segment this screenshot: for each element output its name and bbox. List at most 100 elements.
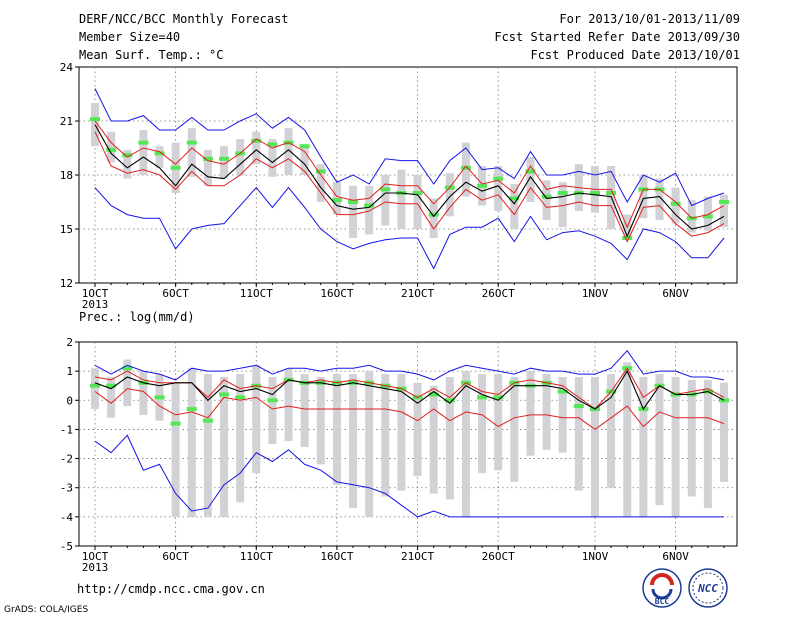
- spread-box: [284, 368, 293, 442]
- member-mark: [219, 392, 230, 397]
- chart-title: DERF/NCC/BCC Monthly Forecast: [79, 12, 289, 26]
- member-mark: [719, 200, 729, 204]
- x-tick-label: 1NOV: [582, 287, 609, 300]
- spread-box: [720, 194, 728, 228]
- min-line: [94, 434, 724, 518]
- member-mark: [331, 198, 342, 203]
- member-mark: [670, 201, 681, 206]
- spread-box: [478, 374, 487, 474]
- spread-box: [639, 175, 648, 219]
- spread-box: [107, 131, 116, 163]
- spread-box: [365, 185, 374, 235]
- median-line: [94, 124, 725, 238]
- y-tick-label: -5: [60, 540, 73, 553]
- member-mark: [702, 214, 713, 219]
- spread-box: [655, 374, 664, 506]
- spread-box: [720, 382, 728, 482]
- member-mark: [460, 165, 471, 170]
- x-tick-label: 2013: [82, 298, 109, 311]
- member-mark: [106, 383, 117, 388]
- x-tick-label: 2013: [82, 561, 109, 574]
- member-mark: [170, 421, 181, 426]
- spread-box: [316, 164, 325, 202]
- spread-box: [155, 146, 164, 168]
- variable-label: Mean Surf. Temp.: °C: [79, 48, 224, 62]
- spread-box: [284, 128, 293, 175]
- member-mark: [477, 395, 488, 400]
- x-tick-label: 6OCT: [162, 550, 189, 563]
- y-tick-label: -1: [60, 423, 73, 436]
- x-tick-label: 11OCT: [240, 550, 273, 563]
- member-mark: [493, 176, 504, 181]
- min-line: [94, 186, 725, 270]
- y-tick-label: -3: [60, 482, 73, 495]
- precip-label: Prec.: log(mm/d): [79, 310, 195, 324]
- x-tick-label: 1NOV: [582, 550, 609, 563]
- member-mark: [186, 407, 197, 412]
- spread-box: [558, 376, 567, 453]
- spread-box: [139, 371, 148, 415]
- spread-box: [187, 368, 196, 517]
- footer-url[interactable]: http://cmdp.ncc.cma.gov.cn: [77, 582, 265, 596]
- spread-box: [316, 376, 325, 465]
- y-tick-label: 1: [66, 365, 73, 378]
- y-tick-label: 0: [66, 394, 73, 407]
- x-tick-label: 6NOV: [662, 550, 689, 563]
- member-mark: [622, 236, 633, 240]
- upper-quantile-line: [94, 120, 725, 229]
- plot-frame: [78, 341, 738, 547]
- x-tick-label: 1OCT: [82, 287, 109, 300]
- spread-box: [236, 374, 245, 503]
- spread-box: [574, 376, 583, 491]
- max-line: [94, 88, 725, 207]
- member-mark: [267, 142, 278, 147]
- member-mark: [428, 392, 439, 397]
- spread-box: [703, 379, 712, 509]
- member-mark: [541, 194, 552, 199]
- x-tick-label: 1OCT: [82, 550, 109, 563]
- spread-box: [397, 374, 406, 491]
- lower-quantile-line: [94, 388, 725, 431]
- member-mark: [428, 212, 439, 217]
- max-line: [94, 349, 725, 381]
- member-mark: [235, 395, 246, 400]
- member-size-label: Member Size=40: [79, 30, 181, 44]
- spread-box: [268, 139, 277, 177]
- member-mark: [138, 140, 149, 145]
- spread-box: [220, 376, 229, 517]
- spread-box: [445, 376, 454, 500]
- spread-box: [252, 365, 261, 474]
- spread-box: [494, 166, 503, 211]
- spread-box: [590, 376, 599, 517]
- member-mark: [589, 191, 600, 195]
- y-tick-label: 15: [60, 223, 73, 236]
- x-tick-label: 21OCT: [401, 287, 434, 300]
- y-tick-label: 21: [60, 115, 73, 128]
- member-mark: [299, 144, 310, 149]
- member-mark: [202, 156, 213, 161]
- x-tick-label: 6OCT: [162, 287, 189, 300]
- spread-box: [236, 139, 245, 175]
- spread-box: [413, 175, 422, 229]
- member-mark: [380, 187, 391, 192]
- spread-box: [349, 374, 358, 509]
- ncc-logo-text: NCC: [697, 582, 718, 595]
- grads-credit: GrADS: COLA/IGES: [4, 605, 89, 615]
- spread-box: [397, 169, 406, 229]
- member-mark: [364, 203, 375, 208]
- member-mark: [90, 383, 100, 388]
- member-mark: [267, 398, 278, 403]
- member-mark: [525, 169, 536, 174]
- spread-box: [607, 374, 616, 488]
- spread-box: [139, 130, 148, 175]
- spread-box: [107, 376, 116, 418]
- spread-box: [429, 198, 438, 238]
- upper-quantile-line: [94, 367, 725, 410]
- spread-box: [445, 173, 454, 217]
- x-tick-label: 16OCT: [320, 550, 353, 563]
- member-mark: [557, 389, 568, 394]
- spread-box: [526, 157, 535, 202]
- member-mark: [154, 395, 165, 400]
